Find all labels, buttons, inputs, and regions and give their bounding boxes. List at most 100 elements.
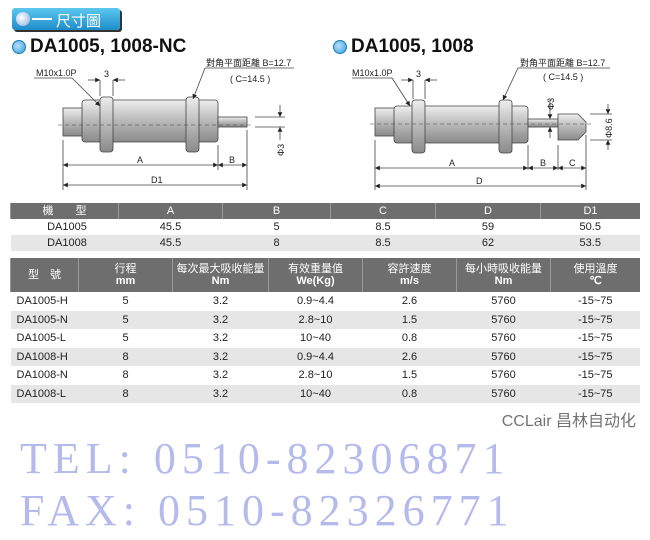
header-line: Nm — [211, 275, 230, 287]
table-cell: -15~75 — [550, 347, 640, 366]
table-cell: 3.2 — [212, 369, 229, 382]
col-header: A — [118, 203, 223, 219]
flat-c-label: ( C=14.5 ) — [230, 74, 270, 84]
table-cell: -15~75 — [577, 369, 613, 382]
table-cell: 8 — [78, 347, 173, 366]
table-cell: 8.5 — [375, 221, 391, 233]
header-line: m/s — [400, 275, 419, 287]
table-row: DA1005-N 5 3.2 2.8~10 1.5 5760 -15~75 — [10, 310, 640, 329]
fax-watermark: FAX: 0510-82326771 — [20, 486, 515, 535]
brand-watermark: CCLair 昌林自动化 — [501, 413, 636, 430]
table-header-row: 機 型 A B C D D1 — [10, 203, 640, 219]
title-text: DA1005, 1008-NC — [30, 36, 187, 57]
right-shock-absorber-drawing — [352, 67, 612, 190]
table-cell: 10~40 — [268, 384, 363, 403]
dim-c-label: C — [569, 158, 576, 168]
dim-d-label: D — [476, 176, 483, 186]
table-cell: 5760 — [491, 369, 516, 382]
dimension-table: 機 型 A B C D D1 DA1005 45.5 5 8.5 59 50.5 DA100… — [10, 203, 640, 251]
table-cell: DA1005-H — [16, 295, 68, 308]
col-header: D1 — [540, 203, 640, 219]
table-cell: 8 — [122, 369, 129, 382]
table-cell: 1.5 — [362, 310, 457, 329]
header-line: 型 號 — [28, 269, 61, 281]
table-cell: 2.8~10 — [298, 369, 333, 382]
table-row: DA1008-N 8 3.2 2.8~10 1.5 5760 -15~75 — [11, 366, 641, 385]
bullet-icon — [12, 40, 26, 54]
flat-distance-label: 對角平面距離 B=12.7 — [206, 57, 291, 68]
header-line: 每小時吸收能量 — [465, 263, 542, 275]
left-shock-absorber-drawing — [34, 67, 294, 190]
nut-width-label: 3 — [104, 69, 109, 79]
table-cell: 59 — [481, 221, 495, 233]
table-cell: 45.5 — [159, 221, 182, 233]
table-cell: 5 — [122, 295, 129, 308]
dim-a-label: A — [449, 158, 455, 168]
header-line: Nm — [494, 275, 513, 287]
table-cell: 0.9~4.4 — [296, 295, 334, 308]
table-cell: 5760 — [491, 332, 516, 345]
table-cell: -15~75 — [550, 310, 640, 329]
table-row: DA1005-L 5 3.2 10~40 0.8 5760 -15~75 — [11, 329, 641, 348]
dim-b-label: B — [540, 158, 546, 168]
table-cell: 0.8 — [362, 384, 457, 403]
col-header: 每小時吸收能量 Nm — [456, 258, 551, 292]
table-cell: DA1005-N — [10, 310, 79, 329]
table-cell: 3.2 — [212, 332, 229, 345]
table-cell: 5760 — [456, 347, 551, 366]
section-title: 尺寸圖 — [56, 13, 102, 30]
badge-line — [32, 18, 52, 20]
table-cell: 50.5 — [579, 221, 601, 233]
table-cell: 5 — [273, 221, 280, 233]
col-header: 行程 mm — [78, 258, 173, 292]
table-cell: 3.2 — [212, 295, 229, 308]
left-drawing-title: DA1005, 1008-NC — [12, 36, 186, 58]
bullet-icon — [16, 12, 30, 26]
flat-c-label: ( C=14.5 ) — [543, 72, 583, 82]
table-cell: DA1005 — [47, 221, 87, 233]
specification-table: 型 號 行程 mm 每次最大吸收能量 Nm 有效重量值 We(Kg) 容許速度 m/s 每小時吸收… — [10, 258, 640, 403]
col-header: D — [435, 203, 541, 219]
table-cell: -15~75 — [550, 384, 640, 403]
table-cell: 8 — [78, 384, 173, 403]
header-line: mm — [115, 275, 136, 287]
thread-label: M10x1.0P — [36, 68, 77, 78]
table-cell: 8 — [222, 235, 331, 251]
col-header: C — [330, 203, 436, 219]
table-cell: 10~40 — [300, 332, 331, 345]
header-line: 容許速度 — [387, 263, 432, 275]
table-cell: DA1008-H — [10, 347, 79, 366]
table-cell: 8.5 — [330, 235, 436, 251]
section-badge: 尺寸圖 — [12, 8, 120, 30]
table-cell: DA1005-L — [16, 332, 67, 345]
table-cell: 0.9~4.4 — [268, 347, 363, 366]
cap-diameter-label: Φ8.6 — [604, 118, 614, 138]
table-cell: 3.2 — [172, 384, 269, 403]
table-cell: 5 — [122, 332, 129, 345]
header-line: We(Kg) — [296, 275, 335, 287]
table-cell: DA1008 — [10, 235, 119, 251]
table-cell: 3.2 — [172, 347, 269, 366]
rod-diameter-label: Φ3 — [546, 98, 556, 110]
right-drawing-title: DA1005, 1008 — [333, 36, 474, 58]
table-cell: 2.6 — [401, 295, 418, 308]
col-header: 型 號 — [10, 258, 79, 292]
dim-d1-label: D1 — [151, 175, 163, 185]
tel-watermark: TEL: 0510-82306871 — [20, 434, 511, 483]
col-header: 每次最大吸收能量 Nm — [172, 258, 269, 292]
col-header: 機 型 — [10, 203, 119, 219]
header-line: 使用溫度 — [573, 263, 618, 275]
table-cell: 1.5 — [401, 369, 418, 382]
table-header-row: 型 號 行程 mm 每次最大吸收能量 Nm 有效重量值 We(Kg) 容許速度 m/s 每小時吸收… — [10, 258, 640, 292]
table-cell: 53.5 — [540, 235, 640, 251]
table-cell: 5 — [78, 310, 173, 329]
thread-label: M10x1.0P — [352, 68, 393, 78]
col-header: B — [222, 203, 331, 219]
table-row: DA1008 45.5 8 8.5 62 53.5 — [10, 235, 640, 251]
dim-b-label: B — [229, 155, 235, 165]
table-cell: 2.8~10 — [268, 310, 363, 329]
header-line: ℃ — [589, 275, 602, 287]
table-cell: 45.5 — [118, 235, 223, 251]
table-cell: -15~75 — [577, 332, 613, 345]
header-line: 有效重量值 — [288, 263, 343, 275]
